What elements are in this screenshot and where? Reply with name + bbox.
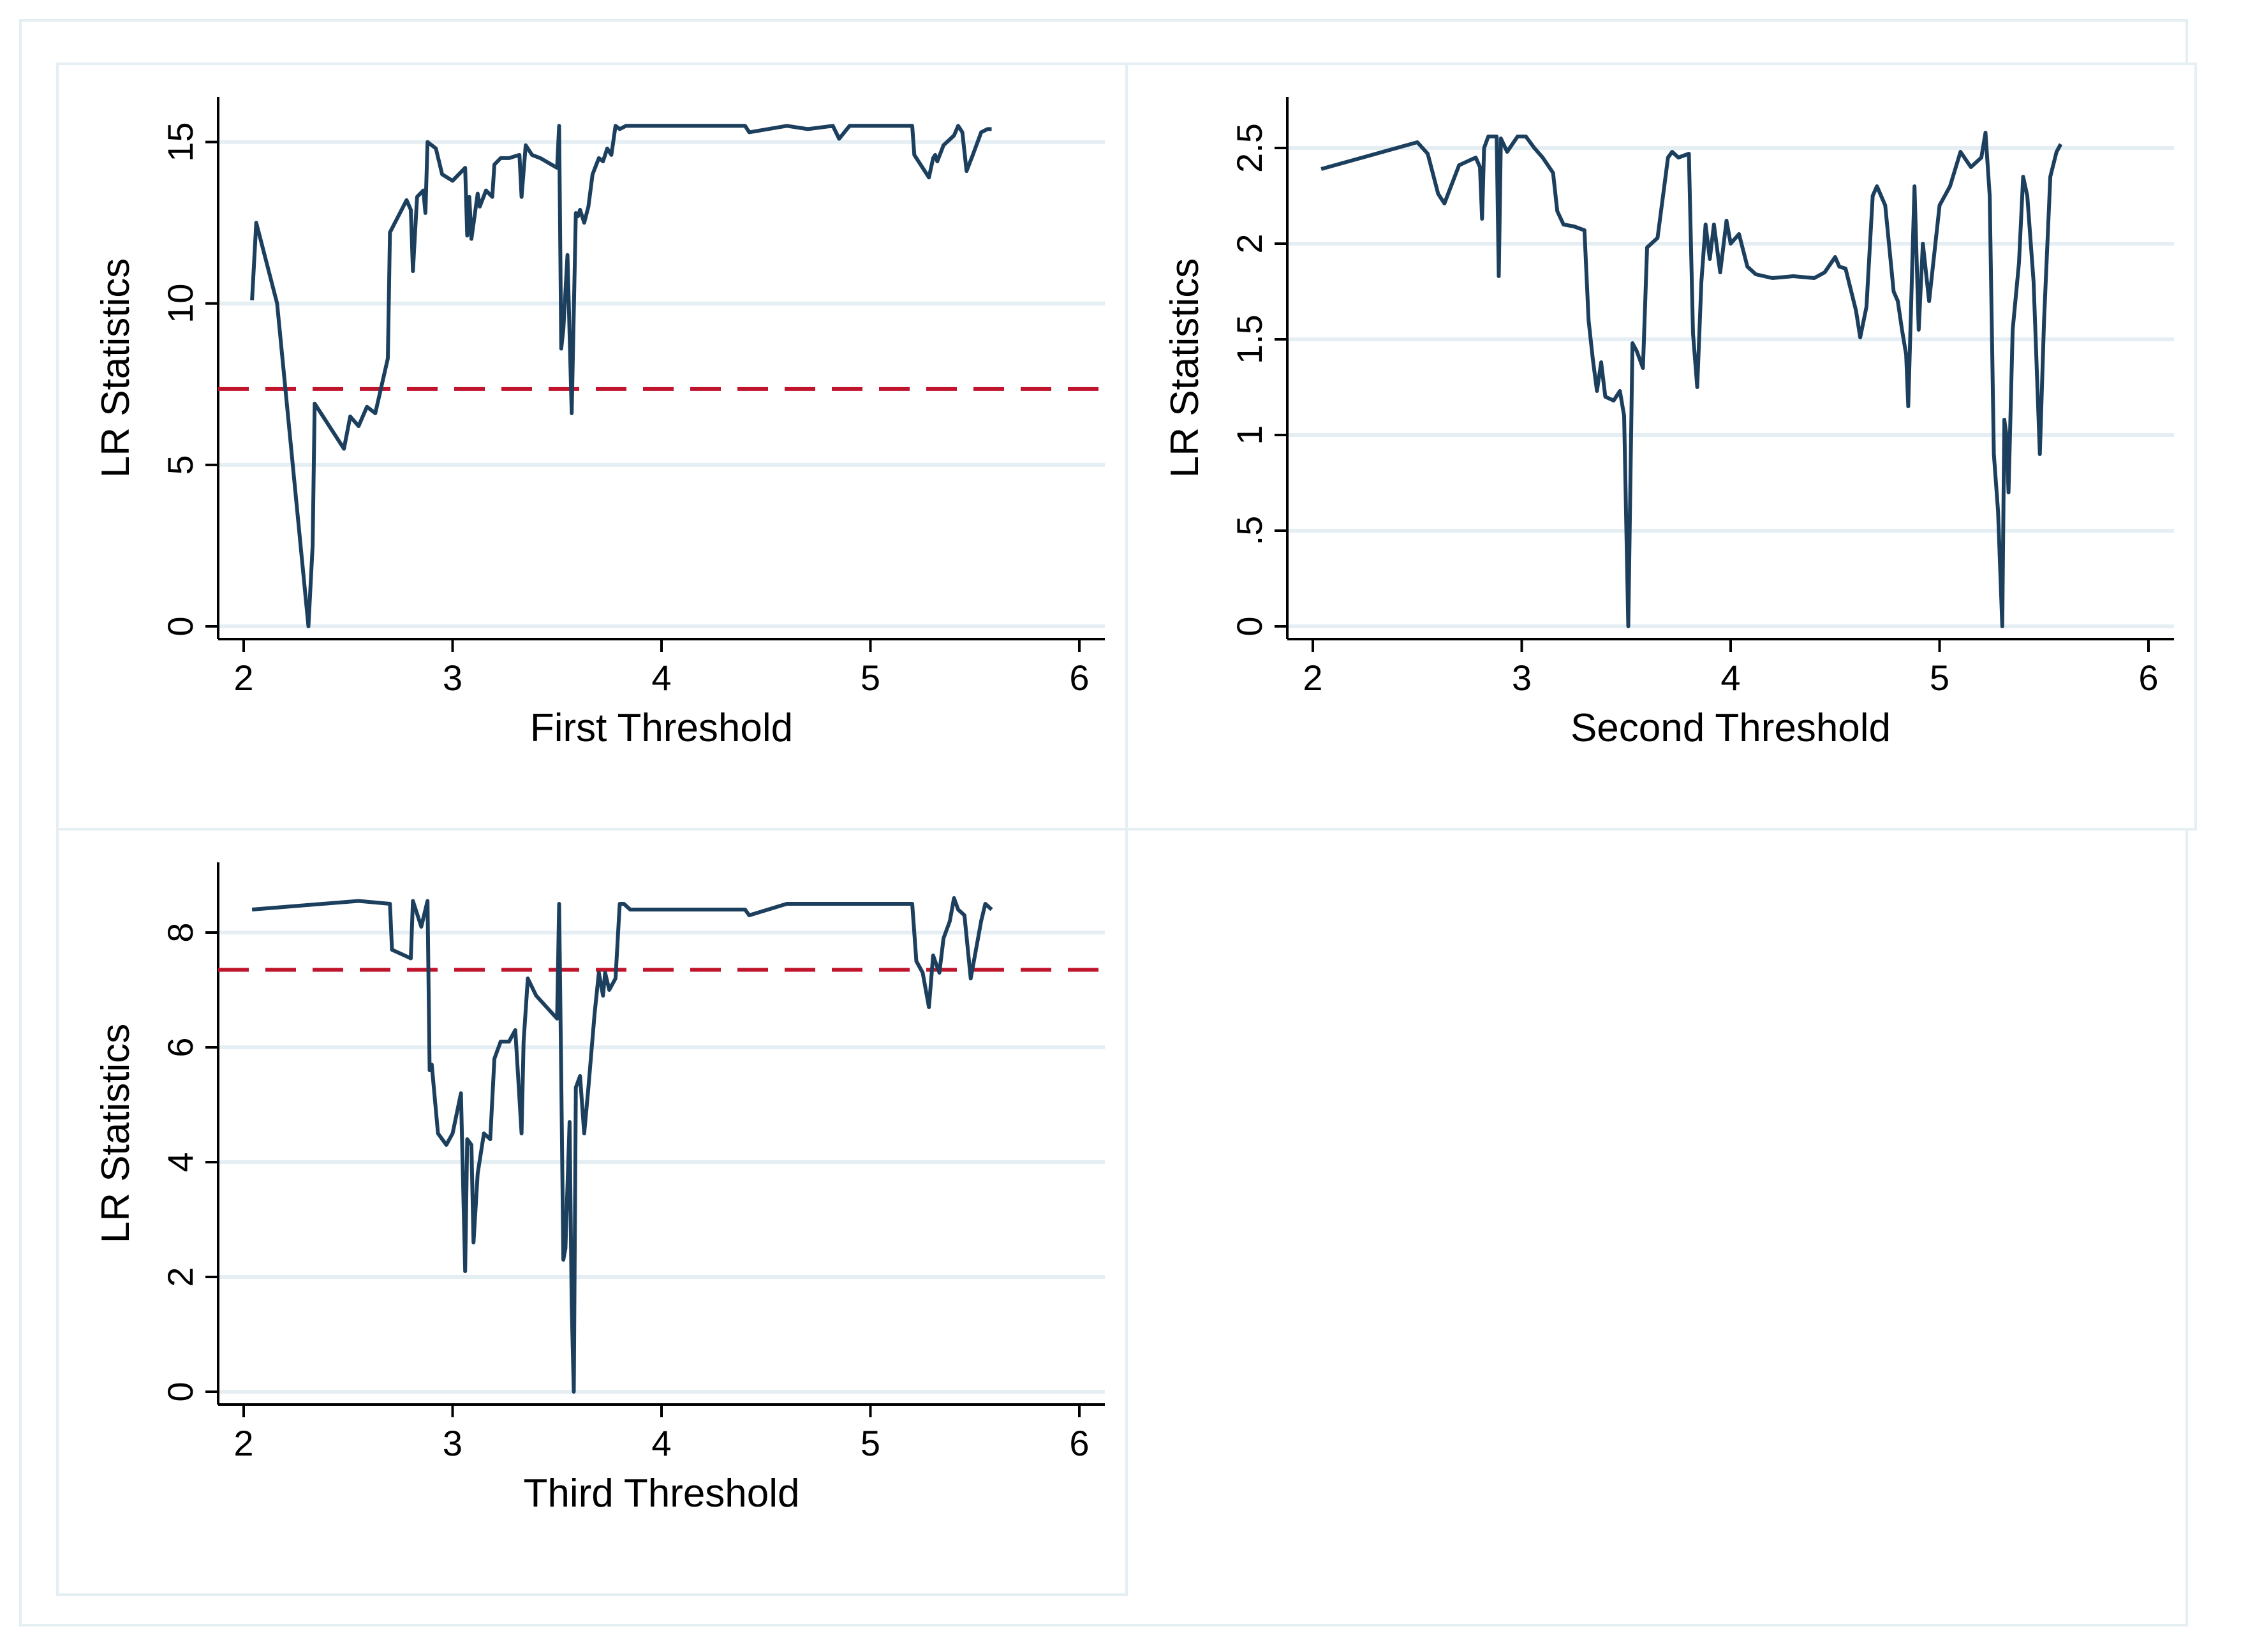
x-tick-label: 4 [651,658,671,698]
y-axis-label: LR Statistics [1163,258,1207,478]
x-tick-label: 3 [443,658,462,698]
y-tick-label: 8 [160,922,200,942]
chart-first-threshold: 0 5 10 15 2 3 4 5 6 First Threshold LR Statistics [94,97,1105,750]
panel-third-threshold: 0 2 4 6 8 2 3 4 5 6 Third Threshold LR Statistics [56,828,1128,1596]
panel-second-threshold: 0 .5 1 1.5 2 2.5 2 3 4 5 6 Second Threshold LR Stati… [1125,63,2197,830]
x-tick-label: 3 [1512,658,1532,698]
x-tick-label: 6 [1069,658,1089,698]
chart-second-threshold: 0 .5 1 1.5 2 2.5 2 3 4 5 6 Second Threshold LR Stati… [1163,97,2174,750]
x-axis-label: Third Threshold [523,1471,799,1516]
y-tick-label: 0 [1229,616,1269,636]
y-axis-label: LR Statistics [94,1024,138,1244]
y-tick-label: 1 [1229,425,1269,445]
panel-first-threshold: 0 5 10 15 2 3 4 5 6 First Threshold LR Statistics [56,63,1128,830]
x-tick-label: 6 [1069,1423,1089,1463]
figure-frame: 0 5 10 15 2 3 4 5 6 First Threshold LR Statistics … [19,19,2197,1626]
y-tick-label: 4 [160,1152,200,1172]
y-tick-label: 15 [160,122,200,161]
x-axis-label: First Threshold [530,706,793,750]
x-axis-label: Second Threshold [1571,706,1891,750]
x-tick-label: 3 [443,1423,462,1463]
x-tick-label: 5 [861,658,880,698]
series-line-lr [1320,131,2063,628]
series-line-lr [250,124,992,628]
y-tick-label: 2 [160,1267,200,1287]
chart-third-threshold: 0 2 4 6 8 2 3 4 5 6 Third Threshold LR Statistics [94,862,1105,1516]
y-tick-label: 0 [160,616,200,636]
x-tick-label: 5 [861,1423,880,1463]
y-tick-label: 1.5 [1229,314,1269,364]
y-tick-label: 5 [160,455,200,475]
y-tick-label: 0 [160,1382,200,1401]
series-line-lr [251,896,993,1394]
x-tick-label: 6 [2138,658,2158,698]
x-tick-label: 2 [233,658,253,698]
y-tick-label: 6 [160,1037,200,1057]
x-tick-label: 2 [233,1423,253,1463]
y-tick-label: 2 [1229,233,1269,253]
x-tick-label: 4 [651,1423,671,1463]
y-tick-label: 10 [160,284,200,323]
x-tick-label: 2 [1303,658,1322,698]
y-tick-label: 2.5 [1229,123,1269,173]
x-tick-label: 5 [1930,658,1949,698]
x-tick-label: 4 [1720,658,1740,698]
y-tick-label: .5 [1229,516,1269,546]
y-axis-label: LR Statistics [94,258,138,478]
